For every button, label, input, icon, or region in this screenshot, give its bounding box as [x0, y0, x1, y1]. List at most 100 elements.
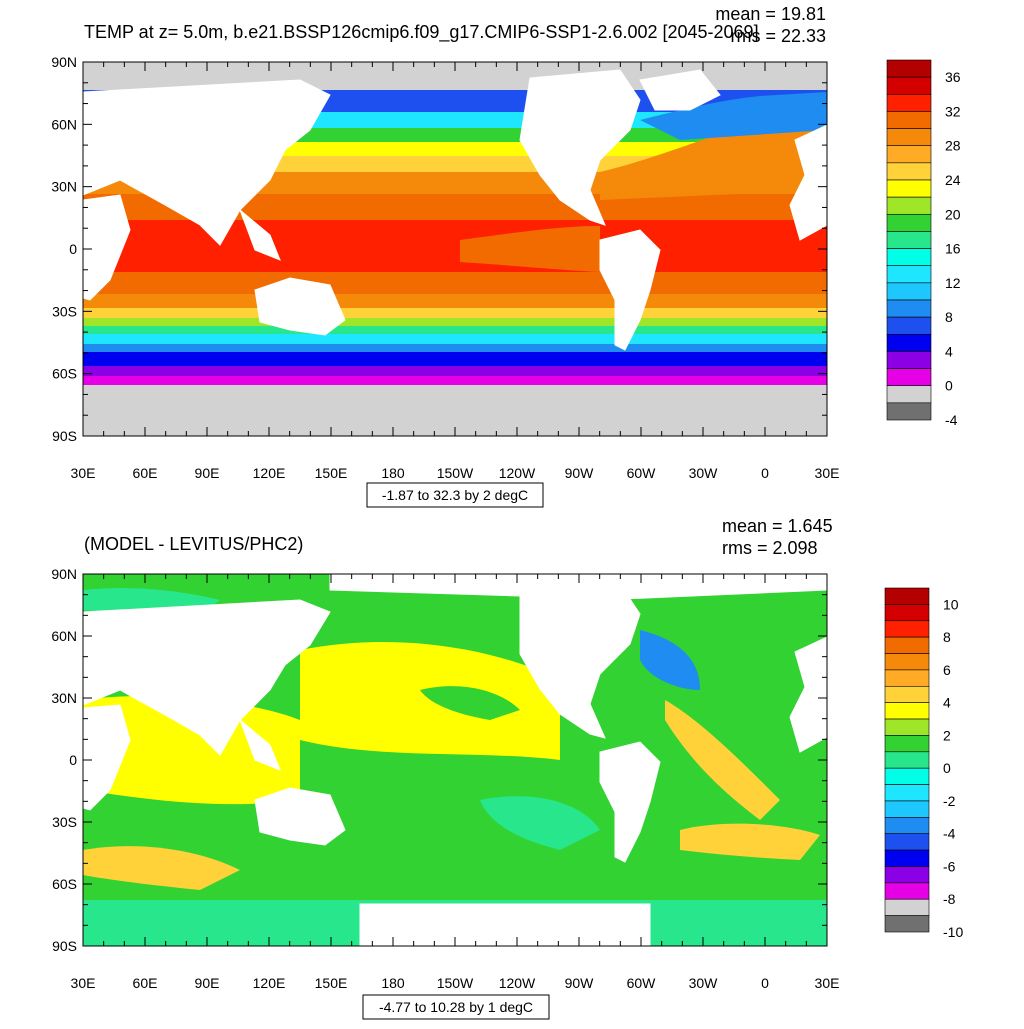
colorbar-label: -2 [943, 793, 956, 809]
colorbar-swatch [886, 145, 932, 164]
colorbar-label: 4 [943, 695, 951, 711]
lon-tick-label: 60W [627, 975, 657, 991]
colorbar-swatch [884, 669, 930, 687]
colorbar-label: 0 [943, 760, 951, 776]
colorbar-label: 4 [945, 343, 953, 359]
colorbar-swatch [886, 59, 932, 78]
colorbar-swatch [886, 248, 932, 267]
lon-tick-label: 90E [195, 975, 220, 991]
lon-tick-label: 150E [315, 975, 348, 991]
colorbar-swatch [886, 333, 932, 352]
lon-tick-label: 180 [381, 465, 405, 481]
colorbar-swatch [884, 604, 930, 622]
lon-tick-label: 30W [689, 975, 719, 991]
colorbar-swatch [886, 351, 932, 369]
panel-model-temperature: TEMP at z= 5.0m, b.e21.BSSP126cmip6.f09_… [51, 4, 961, 508]
colorbar-swatch [884, 587, 930, 605]
colorbar-label: 8 [945, 309, 953, 325]
panel-model-minus-levitus: (MODEL - LEVITUS/PHC2) mean = 1.645 rms … [51, 516, 963, 1020]
colorbar-swatch [886, 316, 932, 335]
colorbar-swatch [884, 702, 930, 720]
colorbar-label: -4 [945, 412, 958, 428]
colorbar-swatch [886, 93, 932, 112]
colorbar-swatch [886, 299, 932, 318]
latitude-axis: 90N 60N 30N 0 30S 60S 90S [51, 566, 827, 954]
lon-tick-label: 0 [761, 465, 769, 481]
lon-tick-label: 30E [71, 975, 96, 991]
colorbar: 10 8 6 4 2 0 -2 -4 -6 -8 -10 [884, 587, 963, 940]
colorbar-label: 28 [945, 138, 961, 154]
lat-tick-label: 90N [51, 566, 77, 582]
lat-tick-label: 30S [52, 303, 77, 319]
lat-tick-label: 60N [51, 116, 77, 132]
lat-tick-label: 60S [52, 366, 77, 382]
difference-map [83, 574, 827, 946]
colorbar-swatch [886, 213, 932, 232]
colorbar-swatch [886, 162, 932, 181]
colorbar-label: 32 [945, 103, 961, 119]
lon-tick-label: 90W [565, 465, 595, 481]
colorbar-swatch [886, 196, 932, 215]
lon-tick-label: 150W [437, 465, 474, 481]
colorbar-swatch [886, 76, 932, 95]
rms-label: rms = 2.098 [722, 538, 818, 558]
lon-tick-label: 120W [499, 465, 536, 481]
colorbar-swatch [886, 179, 932, 198]
colorbar-swatch [884, 833, 930, 851]
colorbar-swatch [886, 111, 932, 129]
contour-range-label: -1.87 to 32.3 by 2 degC [382, 487, 528, 503]
longitude-axis: 30E 60E 90E 120E 150E 180 150W 120W 90W 60W 30W 0 30… [71, 62, 840, 481]
colorbar-swatch [886, 402, 932, 421]
lon-tick-label: 150W [437, 975, 474, 991]
lat-tick-label: 60S [52, 876, 77, 892]
lon-tick-label: 30W [689, 465, 719, 481]
colorbar-swatch [886, 231, 932, 249]
lon-tick-label: 180 [381, 975, 405, 991]
colorbar-label: 0 [945, 378, 953, 394]
colorbar-label: 6 [943, 662, 951, 678]
lon-tick-label: 150E [315, 465, 348, 481]
colorbar-label: 16 [945, 241, 961, 257]
lon-tick-label: 0 [761, 975, 769, 991]
lon-tick-label: 30E [815, 975, 840, 991]
colorbar-swatch [886, 368, 932, 387]
colorbar-swatch [884, 849, 930, 867]
colorbar-swatch [884, 915, 930, 933]
contour-range-box [362, 994, 550, 1020]
lon-tick-label: 120E [253, 465, 286, 481]
mean-label: mean = 19.81 [715, 4, 826, 24]
lon-tick-label: 30E [815, 465, 840, 481]
colorbar-swatch [884, 784, 930, 802]
longitude-axis: 30E 60E 90E 120E 150E 180 150W 120W 90W 60W 30W 0 30… [71, 574, 840, 991]
lon-tick-label: 30E [71, 465, 96, 481]
panel-title: (MODEL - LEVITUS/PHC2) [84, 534, 303, 554]
colorbar-label: 2 [943, 727, 951, 743]
latitude-axis: 90N 60N 30N 0 30S 60S 90S [51, 54, 827, 444]
lat-tick-label: 30N [51, 179, 77, 195]
panel-title: TEMP at z= 5.0m, b.e21.BSSP126cmip6.f09_… [84, 22, 759, 43]
lon-tick-label: 60E [133, 465, 158, 481]
colorbar-swatch [886, 265, 932, 284]
colorbar-swatch [884, 653, 930, 671]
lat-tick-label: 0 [69, 752, 77, 768]
colorbar-label: -6 [943, 858, 956, 874]
colorbar-label: 24 [945, 172, 961, 188]
colorbar-swatch [886, 385, 932, 404]
colorbar-swatch [884, 882, 930, 900]
colorbar-swatch [884, 817, 930, 835]
lat-tick-label: 30S [52, 814, 77, 830]
lon-tick-label: 90E [195, 465, 220, 481]
lat-tick-label: 90N [51, 54, 77, 70]
rms-label: rms = 22.33 [730, 26, 826, 46]
colorbar-label: 8 [943, 629, 951, 645]
temperature-map [83, 62, 827, 436]
colorbar-swatch [884, 898, 930, 916]
colorbar-swatch [884, 636, 930, 654]
lat-tick-label: 30N [51, 690, 77, 706]
lat-tick-label: 90S [52, 428, 77, 444]
colorbar-label: 12 [945, 275, 961, 291]
contour-range-label: -4.77 to 10.28 by 1 degC [379, 999, 533, 1015]
colorbar-swatch [884, 800, 930, 818]
colorbar-swatch [886, 282, 932, 301]
